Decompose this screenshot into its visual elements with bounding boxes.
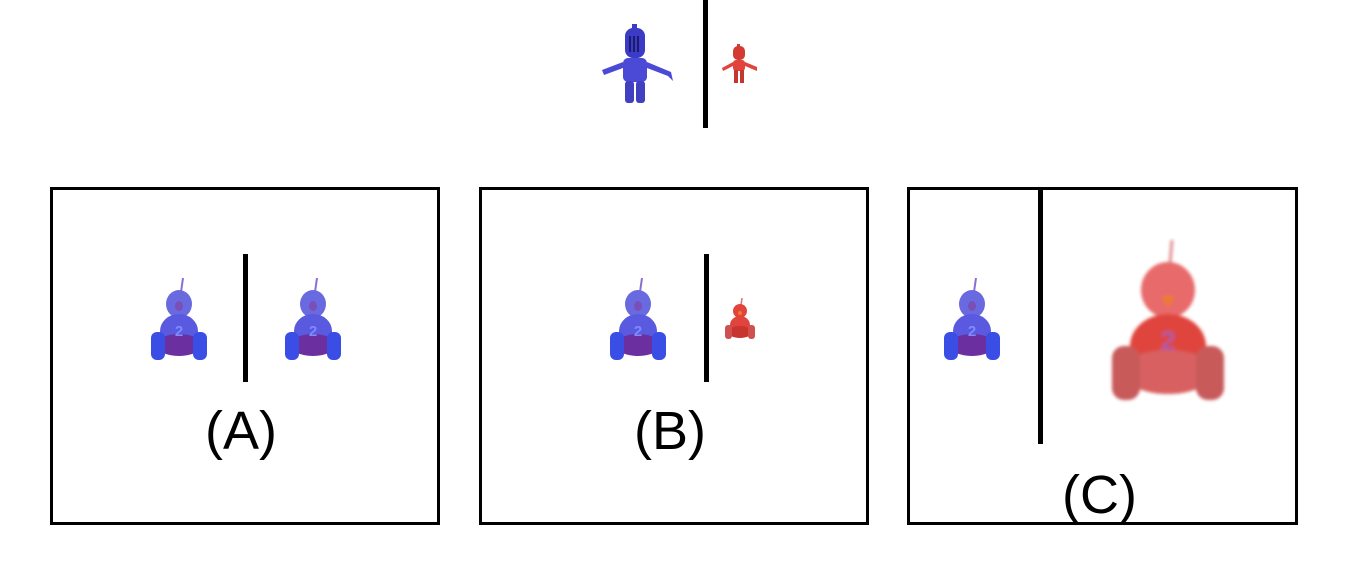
- bird-robot-icon: 2: [608, 278, 670, 362]
- knight-figure-icon: [598, 24, 678, 106]
- panel-c-divider: [1038, 190, 1043, 444]
- large-bird-robot-icon: 2: [1108, 238, 1228, 406]
- panel-b-divider: [704, 254, 709, 382]
- svg-text:2: 2: [175, 323, 183, 340]
- svg-text:2: 2: [309, 323, 317, 340]
- top-divider: [703, 0, 708, 128]
- panel-c: 2 2 (C): [907, 187, 1298, 525]
- panel-b: 2 (B): [479, 187, 869, 525]
- panel-b-label: (B): [634, 401, 706, 461]
- panel-a-label: (A): [205, 401, 277, 461]
- bird-robot-icon: 2: [942, 278, 1004, 362]
- panel-c-label: (C): [1062, 465, 1137, 525]
- small-bird-robot-icon: [724, 298, 758, 340]
- small-red-figure-icon: [721, 44, 759, 84]
- svg-text:2: 2: [968, 323, 976, 340]
- svg-text:2: 2: [1160, 325, 1176, 356]
- panel-a: 2 2 (A): [50, 187, 440, 525]
- svg-text:2: 2: [634, 323, 642, 340]
- bird-robot-icon: 2: [283, 278, 345, 362]
- panel-a-divider: [243, 254, 248, 382]
- bird-robot-icon: 2: [149, 278, 211, 362]
